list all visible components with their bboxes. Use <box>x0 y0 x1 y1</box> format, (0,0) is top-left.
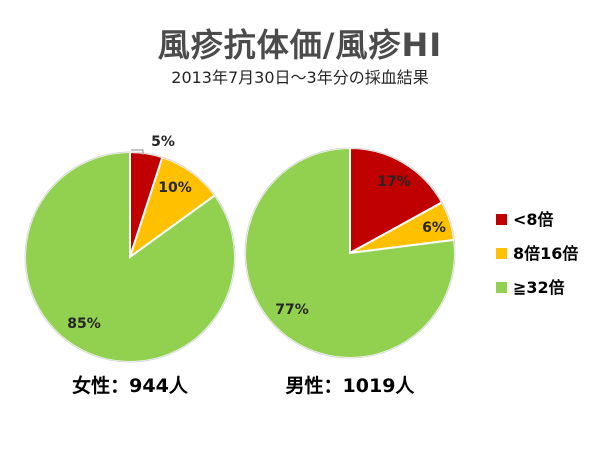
pie-2: 17% 6% 77% 男性：1019人 <box>244 146 456 397</box>
pie-1-data-label: 10% <box>158 180 192 196</box>
pie-1-data-label: 5% <box>151 134 175 150</box>
pie-2-caption: 男性：1019人 <box>286 374 416 397</box>
pie-1-data-label: 85% <box>67 316 101 332</box>
pie-2-rim <box>244 147 456 359</box>
legend-label: 8倍16倍 <box>513 244 578 263</box>
legend-label: ≧32倍 <box>513 278 565 297</box>
pie-1-leader-line <box>131 149 144 155</box>
pie-1: 5% 10% 85% 女性：944人 <box>24 134 236 397</box>
pie-1-caption: 女性：944人 <box>72 374 189 397</box>
legend-label: <8倍 <box>513 210 554 229</box>
legend-swatch <box>496 214 507 225</box>
legend: <8倍 8倍16倍 ≧32倍 <box>496 210 578 297</box>
chart-title: 風疹抗体価/風疹HI <box>157 26 443 64</box>
legend-swatch <box>496 248 507 259</box>
legend-swatch <box>496 282 507 293</box>
chart-subtitle: 2013年7月30日〜3年分の採血結果 <box>171 68 429 87</box>
pie-2-data-label: 77% <box>275 302 309 318</box>
pie-2-data-label: 17% <box>377 174 411 190</box>
pie-2-data-label: 6% <box>422 220 446 236</box>
pie-1-rim <box>24 151 236 363</box>
